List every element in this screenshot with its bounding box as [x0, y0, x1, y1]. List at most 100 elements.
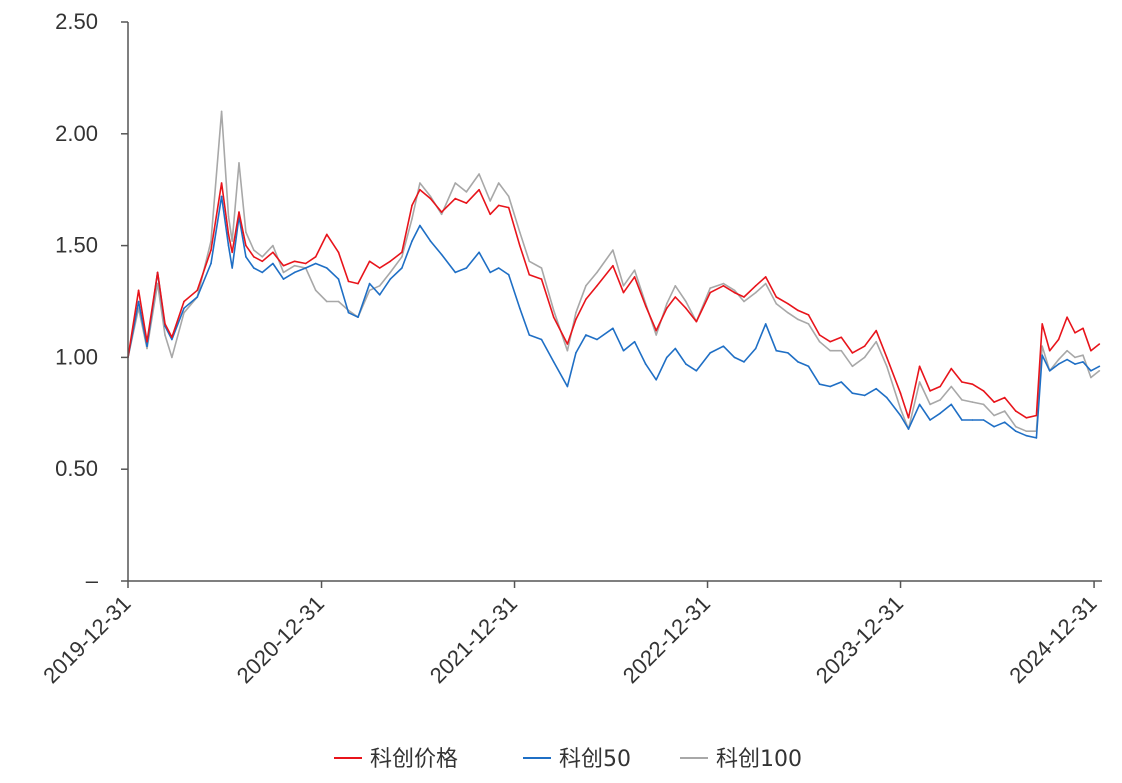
data-point [171, 338, 173, 341]
data-point [797, 309, 799, 312]
data-point [368, 289, 371, 292]
data-point [695, 370, 698, 372]
data-point [764, 323, 767, 325]
y-tick-label: 2.50 [55, 9, 98, 34]
data-point [666, 307, 668, 310]
data-point [1048, 349, 1051, 352]
data-point [585, 285, 587, 287]
data-point [507, 206, 510, 209]
data-point [1041, 354, 1043, 357]
data-point [585, 298, 587, 301]
legend-item: 科创50 [523, 747, 631, 772]
data-point [314, 262, 317, 265]
data-point [552, 316, 555, 319]
data-point [961, 381, 963, 383]
x-tick-label: 2019-12-31 [38, 591, 135, 688]
data-point [196, 296, 199, 298]
data-point [787, 352, 789, 354]
legend-item: 科创100 [680, 747, 802, 772]
data-point [575, 318, 577, 321]
data-point [156, 271, 159, 274]
data-point [929, 403, 931, 406]
data-point [585, 334, 587, 336]
data-point [863, 394, 866, 397]
data-point [1041, 323, 1043, 325]
data-point [368, 282, 371, 285]
data-point [507, 273, 510, 276]
data-point [633, 269, 636, 272]
data-point [440, 213, 443, 216]
data-point [253, 267, 255, 269]
data-point [797, 318, 799, 321]
series-3 [127, 110, 1101, 433]
data-point [1015, 410, 1017, 412]
data-point [227, 215, 230, 218]
data-point [566, 385, 569, 388]
series-layer [127, 110, 1101, 439]
data-point [1035, 437, 1038, 439]
data-point [566, 349, 569, 352]
y-tick-label: 2.00 [55, 121, 98, 146]
data-point [528, 260, 531, 263]
data-point [419, 188, 421, 191]
data-point [411, 204, 413, 207]
data-point [971, 419, 974, 421]
data-point [754, 347, 757, 350]
data-point [1057, 363, 1060, 365]
data-point [314, 289, 317, 292]
x-tick-label: 2021-12-31 [425, 591, 522, 688]
data-point [575, 352, 577, 354]
x-tick-label: 2022-12-31 [618, 591, 715, 688]
data-point [612, 327, 614, 330]
data-point [231, 240, 233, 242]
data-point [851, 392, 854, 395]
data-point [507, 195, 510, 198]
data-point [907, 417, 910, 419]
data-point [164, 323, 166, 325]
data-point [357, 316, 359, 319]
data-point [644, 363, 647, 365]
x-tick-label: 2023-12-31 [811, 591, 908, 688]
data-point [210, 240, 212, 242]
data-point [419, 182, 421, 184]
data-point [961, 419, 963, 421]
data-point [899, 408, 902, 410]
data-point [982, 390, 985, 392]
data-point [454, 271, 457, 274]
data-point [171, 336, 173, 339]
data-point [851, 365, 854, 368]
data-point [775, 296, 778, 298]
data-point [164, 334, 166, 336]
data-point [293, 260, 296, 263]
data-point [314, 255, 317, 258]
data-point [950, 385, 953, 388]
data-point [540, 267, 543, 269]
data-point [282, 278, 285, 280]
data-point [829, 340, 831, 343]
data-point [1057, 358, 1060, 361]
data-point [743, 361, 745, 363]
data-point [596, 285, 598, 287]
data-point [993, 401, 995, 403]
data-point [754, 285, 757, 287]
data-point [389, 278, 392, 280]
data-point [401, 251, 403, 254]
data-point [378, 267, 381, 269]
data-point [733, 356, 736, 359]
data-point [183, 307, 185, 310]
data-point [807, 323, 810, 325]
y-tick-label: 1.00 [55, 344, 98, 369]
data-point [1082, 354, 1084, 357]
data-point [818, 334, 821, 336]
series-line [127, 182, 1100, 419]
data-point [238, 162, 240, 164]
data-point [337, 300, 340, 303]
data-point [929, 390, 931, 392]
data-point [775, 302, 778, 305]
data-point [596, 271, 598, 274]
data-point [227, 244, 230, 247]
data-point [1041, 345, 1043, 348]
data-point [401, 267, 403, 269]
data-point [1066, 349, 1068, 352]
